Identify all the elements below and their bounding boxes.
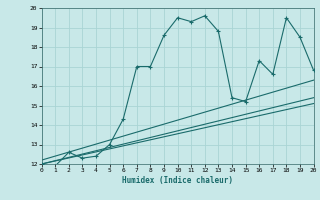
X-axis label: Humidex (Indice chaleur): Humidex (Indice chaleur) xyxy=(122,176,233,185)
